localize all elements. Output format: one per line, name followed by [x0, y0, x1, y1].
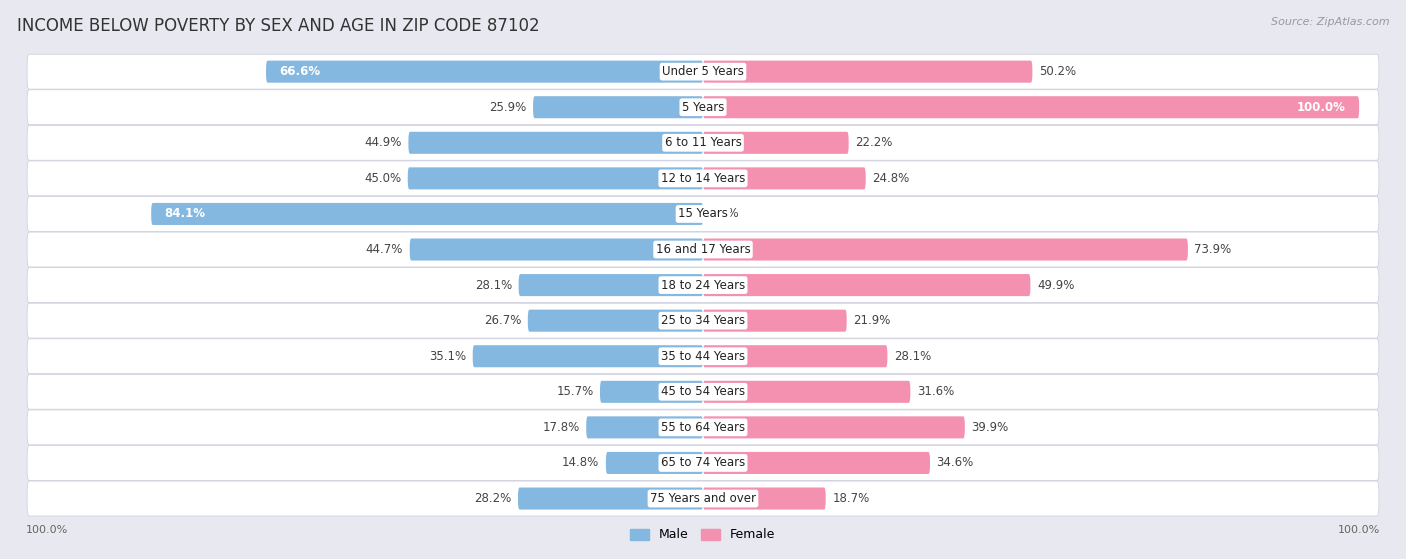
Text: 28.1%: 28.1% — [475, 278, 512, 292]
FancyBboxPatch shape — [703, 60, 1032, 83]
FancyBboxPatch shape — [703, 487, 825, 510]
FancyBboxPatch shape — [606, 452, 703, 474]
FancyBboxPatch shape — [703, 381, 910, 403]
FancyBboxPatch shape — [27, 481, 1379, 516]
FancyBboxPatch shape — [27, 303, 1379, 338]
Text: 65 to 74 Years: 65 to 74 Years — [661, 457, 745, 470]
Text: 55 to 64 Years: 55 to 64 Years — [661, 421, 745, 434]
FancyBboxPatch shape — [27, 446, 1379, 480]
FancyBboxPatch shape — [527, 310, 703, 331]
Text: Under 5 Years: Under 5 Years — [662, 65, 744, 78]
FancyBboxPatch shape — [27, 268, 1379, 302]
FancyBboxPatch shape — [27, 125, 1379, 160]
Text: 44.9%: 44.9% — [364, 136, 402, 149]
FancyBboxPatch shape — [27, 161, 1379, 196]
FancyBboxPatch shape — [703, 416, 965, 438]
FancyBboxPatch shape — [266, 60, 703, 83]
FancyBboxPatch shape — [533, 96, 703, 119]
Text: 15 Years: 15 Years — [678, 207, 728, 220]
Text: 31.6%: 31.6% — [917, 385, 955, 399]
Text: 16 and 17 Years: 16 and 17 Years — [655, 243, 751, 256]
Text: 25 to 34 Years: 25 to 34 Years — [661, 314, 745, 327]
FancyBboxPatch shape — [409, 239, 703, 260]
Text: 49.9%: 49.9% — [1038, 278, 1074, 292]
FancyBboxPatch shape — [703, 310, 846, 331]
FancyBboxPatch shape — [586, 416, 703, 438]
Text: 84.1%: 84.1% — [165, 207, 205, 220]
Text: 5 Years: 5 Years — [682, 101, 724, 113]
Text: 18 to 24 Years: 18 to 24 Years — [661, 278, 745, 292]
Text: 22.2%: 22.2% — [855, 136, 893, 149]
FancyBboxPatch shape — [703, 345, 887, 367]
FancyBboxPatch shape — [27, 54, 1379, 89]
Text: Source: ZipAtlas.com: Source: ZipAtlas.com — [1271, 17, 1389, 27]
Text: 17.8%: 17.8% — [543, 421, 579, 434]
Text: 24.8%: 24.8% — [872, 172, 910, 185]
Text: 39.9%: 39.9% — [972, 421, 1008, 434]
FancyBboxPatch shape — [152, 203, 703, 225]
FancyBboxPatch shape — [27, 410, 1379, 445]
Text: 28.2%: 28.2% — [474, 492, 512, 505]
Text: 73.9%: 73.9% — [1195, 243, 1232, 256]
FancyBboxPatch shape — [703, 167, 866, 190]
Text: 45 to 54 Years: 45 to 54 Years — [661, 385, 745, 399]
FancyBboxPatch shape — [27, 232, 1379, 267]
Text: 14.8%: 14.8% — [562, 457, 599, 470]
Text: 12 to 14 Years: 12 to 14 Years — [661, 172, 745, 185]
Text: 35 to 44 Years: 35 to 44 Years — [661, 350, 745, 363]
Text: 34.6%: 34.6% — [936, 457, 974, 470]
FancyBboxPatch shape — [27, 339, 1379, 373]
Text: 18.7%: 18.7% — [832, 492, 869, 505]
Text: 50.2%: 50.2% — [1039, 65, 1076, 78]
Text: 28.1%: 28.1% — [894, 350, 931, 363]
FancyBboxPatch shape — [472, 345, 703, 367]
FancyBboxPatch shape — [27, 90, 1379, 125]
Text: 15.7%: 15.7% — [557, 385, 593, 399]
Text: 21.9%: 21.9% — [853, 314, 890, 327]
Text: 66.6%: 66.6% — [280, 65, 321, 78]
FancyBboxPatch shape — [517, 487, 703, 510]
FancyBboxPatch shape — [27, 375, 1379, 409]
FancyBboxPatch shape — [408, 167, 703, 190]
FancyBboxPatch shape — [600, 381, 703, 403]
Text: INCOME BELOW POVERTY BY SEX AND AGE IN ZIP CODE 87102: INCOME BELOW POVERTY BY SEX AND AGE IN Z… — [17, 17, 540, 35]
FancyBboxPatch shape — [703, 96, 1360, 119]
Text: 100.0%: 100.0% — [1298, 101, 1346, 113]
Text: 25.9%: 25.9% — [489, 101, 526, 113]
FancyBboxPatch shape — [27, 197, 1379, 231]
FancyBboxPatch shape — [703, 452, 929, 474]
FancyBboxPatch shape — [703, 239, 1188, 260]
Text: 35.1%: 35.1% — [429, 350, 467, 363]
Text: 0.0%: 0.0% — [710, 207, 740, 220]
FancyBboxPatch shape — [703, 274, 1031, 296]
Text: 6 to 11 Years: 6 to 11 Years — [665, 136, 741, 149]
Text: 26.7%: 26.7% — [484, 314, 522, 327]
Text: 44.7%: 44.7% — [366, 243, 404, 256]
FancyBboxPatch shape — [519, 274, 703, 296]
Legend: Male, Female: Male, Female — [626, 523, 780, 547]
FancyBboxPatch shape — [408, 132, 703, 154]
FancyBboxPatch shape — [703, 132, 849, 154]
Text: 75 Years and over: 75 Years and over — [650, 492, 756, 505]
Text: 45.0%: 45.0% — [364, 172, 401, 185]
